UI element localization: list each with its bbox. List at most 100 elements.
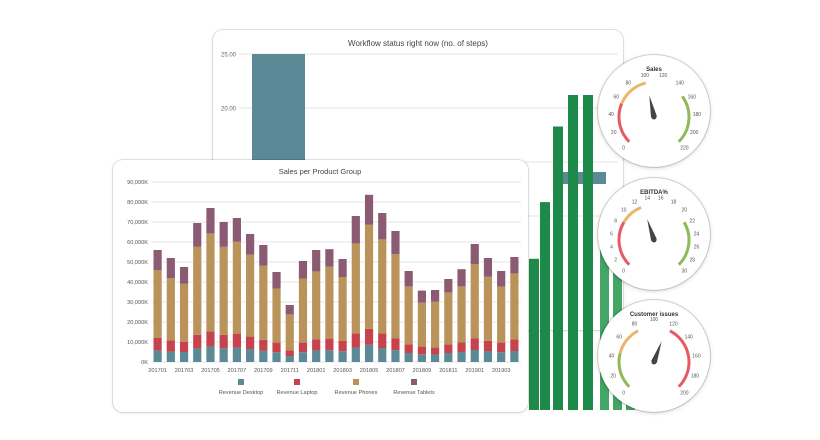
revenue-phones-bar [272, 288, 281, 343]
revenue-tablets-bar [364, 194, 374, 225]
gauge-tick-label: 16 [658, 196, 664, 202]
revenue-laptop-bar [246, 336, 255, 349]
revenue-laptop-bar [497, 342, 506, 353]
revenue-desktop-bar [206, 346, 215, 362]
revenue-tablets-bar [285, 305, 294, 315]
customer-issues-gauge-dial: Customer issues 0 20 40 60 80 100 120 140 160 180… [609, 312, 701, 396]
revenue-laptop-bar [179, 341, 189, 352]
gauge-tick-label: 40 [609, 353, 615, 359]
revenue-desktop-bar [364, 344, 374, 362]
gauge-tick-label: 100 [641, 73, 650, 79]
revenue-laptop-bar [391, 338, 400, 351]
revenue-laptop-bar [510, 339, 519, 351]
y-tick-label: 20.00 [221, 107, 237, 113]
revenue-phones-bar [431, 301, 440, 348]
revenue-phones-bar [219, 246, 228, 335]
revenue-tablets-bar [298, 261, 308, 279]
gauge-tick-label: 80 [632, 322, 638, 328]
revenue-phones-bar [364, 224, 374, 329]
revenue-laptop-bar [285, 350, 294, 356]
revenue-desktop-bar [232, 347, 241, 362]
revenue-laptop-bar [219, 334, 228, 349]
gauge-title: Customer issues [630, 312, 679, 318]
revenue-laptop-bar [206, 331, 215, 347]
gauge-band [620, 81, 647, 105]
revenue-desktop-bar [285, 356, 294, 362]
revenue-laptop-bar [378, 333, 387, 348]
legend-swatch [353, 379, 359, 385]
gauge-band [622, 206, 642, 224]
sales-chart-title: Sales per Product Group [279, 167, 362, 176]
gauge-tick-label: 24 [694, 231, 700, 237]
revenue-desktop-bar [431, 354, 440, 362]
revenue-laptop-bar [338, 341, 347, 352]
gauge-tick-label: 100 [650, 317, 659, 323]
gauge-tick-label: 4 [610, 245, 613, 251]
x-tick-label: 201701 [148, 368, 167, 374]
revenue-phones-bar [246, 254, 255, 337]
revenue-laptop-bar [351, 333, 360, 348]
gauge-tick-label: 10 [621, 208, 627, 214]
revenue-desktop-bar [166, 351, 175, 362]
gauge-tick-label: 12 [632, 200, 638, 206]
y-tick-label: 25.00 [221, 53, 237, 59]
revenue-phones-bar [179, 283, 189, 342]
gauge-tick-label: 180 [693, 112, 702, 118]
legend-label: Revenue Tablets [393, 390, 435, 396]
revenue-desktop-bar [510, 351, 519, 362]
revenue-tablets-bar [219, 222, 228, 247]
revenue-phones-bar [404, 286, 413, 345]
revenue-laptop-bar [153, 338, 162, 351]
sales-per-product-group-panel: Sales per Product Group 90,000K 80,000K 70… [113, 160, 528, 412]
revenue-laptop-bar [364, 328, 374, 345]
gauge-tick-label: 80 [625, 81, 631, 87]
gauge-tick-label: 20 [610, 373, 616, 379]
revenue-laptop-bar [298, 342, 308, 353]
gauge-tick-label: 30 [682, 268, 688, 274]
workflow-chart-title: Workflow status right now (no. of steps) [348, 39, 488, 48]
revenue-laptop-bar [312, 339, 321, 351]
revenue-tablets-bar [457, 269, 466, 287]
gauge-tick-label: 20 [682, 208, 688, 214]
revenue-phones-bar [378, 239, 387, 334]
revenue-desktop-bar [391, 350, 400, 362]
y-tick-label: 30,000K [127, 300, 148, 306]
revenue-phones-bar [510, 273, 519, 340]
gauge-band [617, 103, 631, 143]
revenue-phones-bar [338, 277, 347, 341]
revenue-desktop-bar [325, 350, 334, 362]
revenue-tablets-bar [378, 213, 387, 240]
gauge-tick-label: 140 [676, 81, 685, 87]
revenue-desktop-bar [351, 347, 360, 362]
sales-gauge-dial: Sales 0 20 40 60 80 100 120 140 160 180 200 220 [608, 67, 702, 151]
revenue-desktop-bar [444, 353, 453, 362]
legend-swatch [411, 379, 417, 385]
revenue-phones-bar [391, 254, 400, 339]
revenue-desktop-bar [338, 351, 347, 362]
revenue-tablets-bar [179, 267, 189, 284]
sales-gauge: Sales 0 20 40 60 80 100 120 140 160 180 200 220 [598, 55, 710, 167]
x-tick-label: 201811 [439, 368, 457, 374]
revenue-tablets-bar [312, 250, 321, 272]
revenue-laptop-bar [444, 344, 453, 353]
revenue-desktop-bar [246, 349, 255, 362]
gauge-band [669, 329, 691, 388]
legend-label: Revenue Desktop [219, 390, 263, 396]
gauge-tick-label: 120 [659, 73, 668, 79]
y-tick-label: 70,000K [127, 220, 148, 226]
x-tick-label: 201803 [333, 368, 352, 374]
gauge-tick-label: 0 [622, 145, 625, 151]
gauge-needle [651, 341, 662, 364]
gauge-tick-label: 200 [690, 130, 699, 136]
gauge-tick-label: 6 [610, 231, 613, 237]
revenue-desktop-bar [378, 348, 387, 362]
revenue-phones-bar [153, 270, 162, 338]
revenue-desktop-bar [457, 352, 466, 362]
x-tick-label: 201703 [175, 368, 194, 374]
revenue-phones-bar [351, 243, 360, 334]
revenue-desktop-bar [298, 352, 308, 362]
revenue-desktop-bar [153, 350, 162, 362]
gauge-needle-hub [651, 237, 657, 243]
gauge-band [618, 329, 639, 354]
